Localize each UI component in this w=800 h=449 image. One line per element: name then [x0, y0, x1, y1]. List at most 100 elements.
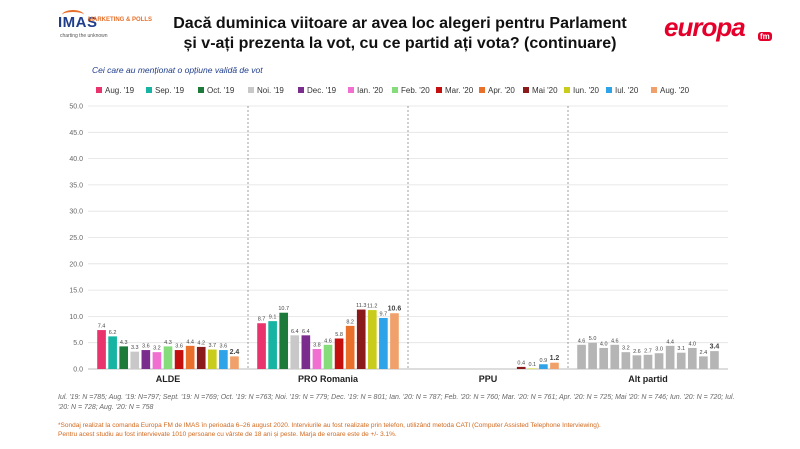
bar-alt-partid-mai-20: [676, 352, 686, 369]
data-label: 6.4: [291, 329, 299, 335]
legend-item-apr-20: Apr. '20: [479, 84, 515, 96]
bar-pro-romania-sep-19: [268, 321, 277, 369]
page-title: Dacă duminica viitoare ar avea loc alege…: [150, 14, 650, 54]
bar-alde-iun-20: [207, 349, 217, 369]
bar-ppu-iun-20: [527, 368, 537, 370]
legend-label: Aug. '20: [660, 85, 690, 95]
y-tick-label: 0.0: [73, 367, 83, 374]
data-label: 9.1: [269, 315, 277, 321]
legend-label: Ian. '20: [357, 85, 383, 95]
bar-pro-romania-iun-20: [367, 310, 377, 369]
imas-logo-mark: IMAS: [58, 14, 98, 31]
legend-label: Noi. '19: [257, 85, 284, 95]
y-tick-label: 35.0: [69, 182, 83, 189]
bar-ppu-iul-20: [539, 364, 548, 369]
bar-alde-dec-19: [141, 350, 151, 369]
imas-logo-sub: MARKETING & POLLS: [88, 17, 152, 23]
data-label: 1.2: [550, 355, 560, 362]
data-label: 3.6: [142, 344, 150, 350]
data-label: 2.4: [230, 349, 240, 356]
legend-label: Apr. '20: [488, 85, 515, 95]
legend-item-iun-20: Iun. '20: [564, 84, 599, 96]
legend-item-mar-20: Mar. '20: [436, 84, 473, 96]
bar-alt-partid-aug-19: [577, 344, 586, 369]
legend-label: Oct. '19: [207, 85, 235, 95]
legend-label: Aug. '19: [105, 85, 135, 95]
data-label: 4.0: [600, 341, 608, 347]
data-label: 2.4: [700, 350, 708, 356]
data-label: 4.6: [324, 338, 332, 344]
category-label-alt-partid: Alt partid: [628, 374, 668, 384]
bar-alt-partid-iul-20: [699, 356, 708, 369]
data-label: 11.2: [367, 304, 377, 310]
legend-item-aug-20: Aug. '20: [651, 84, 689, 96]
bar-alde-aug-19: [97, 330, 106, 369]
bar-pro-romania-iul-20: [379, 317, 388, 369]
legend-swatch: [479, 87, 485, 93]
bar-ppu-aug-20: [550, 362, 559, 369]
legend-swatch: [96, 87, 102, 93]
data-label: 3.1: [677, 346, 685, 352]
bar-alt-partid-feb-20: [643, 354, 653, 369]
legend-item-feb-20: Feb. '20: [392, 84, 430, 96]
methodology-line-1: *Sondaj realizat la comanda Europa FM de…: [58, 422, 601, 429]
chart-legend: Aug. '19 Sep. '19 Oct. '19 Noi. '19 Dec. '19…: [96, 84, 736, 96]
y-tick-label: 10.0: [69, 314, 83, 321]
legend-swatch: [651, 87, 657, 93]
bar-alt-partid-aug-20: [710, 351, 719, 369]
data-label: 4.2: [197, 340, 205, 346]
bar-pro-romania-aug-19: [257, 323, 266, 369]
data-label: 5.8: [335, 332, 343, 338]
bar-pro-romania-noi-19: [290, 335, 300, 369]
bar-alde-ian-20: [152, 352, 162, 369]
bar-pro-romania-mai-20: [356, 309, 366, 369]
legend-item-noi-19: Noi. '19: [248, 84, 284, 96]
bar-alt-partid-iun-20: [687, 347, 697, 369]
y-tick-label: 40.0: [69, 156, 83, 163]
data-label: 3.6: [220, 344, 228, 350]
bar-alt-partid-oct-19: [599, 347, 609, 369]
legend-label: Iun. '20: [573, 85, 599, 95]
data-label: 4.6: [611, 338, 619, 344]
data-label: 4.3: [164, 340, 172, 346]
bar-pro-romania-dec-19: [301, 335, 311, 369]
data-label: 2.7: [644, 348, 652, 354]
bar-alde-noi-19: [130, 351, 140, 369]
legend-swatch: [298, 87, 304, 93]
y-tick-label: 20.0: [69, 261, 83, 268]
data-label: 8.7: [258, 317, 266, 323]
data-label: 3.2: [622, 346, 630, 352]
methodology-line-2: Pentru acest studiu au fost intervievate…: [58, 431, 397, 438]
bar-alt-partid-sep-19: [588, 342, 597, 369]
header: IMAS MARKETING & POLLS charting the unkn…: [0, 0, 800, 62]
sample-size-footnote: Iul. '19: N =785; Aug. '19: N=797; Sept.…: [58, 394, 735, 411]
legend-item-aug-19: Aug. '19: [96, 84, 134, 96]
data-label: 4.4: [186, 339, 194, 345]
bar-alde-oct-19: [119, 346, 129, 369]
imas-logo: IMAS MARKETING & POLLS charting the unkn…: [58, 10, 168, 44]
legend-item-sep-19: Sep. '19: [146, 84, 184, 96]
europa-fm-logo: europa fm: [664, 12, 780, 46]
methodology-note: *Sondaj realizat la comanda Europa FM de…: [58, 421, 758, 439]
bar-alde-apr-20: [185, 345, 195, 369]
legend-swatch: [248, 87, 254, 93]
data-label: 4.3: [120, 340, 128, 346]
y-tick-label: 15.0: [69, 288, 83, 295]
data-label: 2.6: [633, 349, 641, 355]
legend-item-ian-20: Ian. '20: [348, 84, 383, 96]
legend-label: Feb. '20: [401, 85, 430, 95]
bar-pro-romania-mar-20: [334, 338, 344, 369]
data-label: 11.3: [356, 303, 366, 309]
data-label: 4.4: [666, 339, 674, 345]
data-label: 8.2: [346, 319, 354, 325]
bar-alt-partid-mar-20: [654, 353, 664, 369]
bar-alt-partid-noi-19: [610, 344, 620, 369]
imas-logo-tagline: charting the unknown: [60, 33, 108, 39]
legend-item-dec-19: Dec. '19: [298, 84, 336, 96]
bar-pro-romania-feb-20: [323, 344, 333, 369]
y-tick-label: 30.0: [69, 209, 83, 216]
bar-alde-mar-20: [174, 350, 184, 369]
bar-alde-iul-20: [219, 350, 228, 369]
title-line-2: și v-ați prezenta la vot, cu ce partid a…: [183, 35, 617, 52]
data-label: 6.2: [109, 330, 117, 336]
